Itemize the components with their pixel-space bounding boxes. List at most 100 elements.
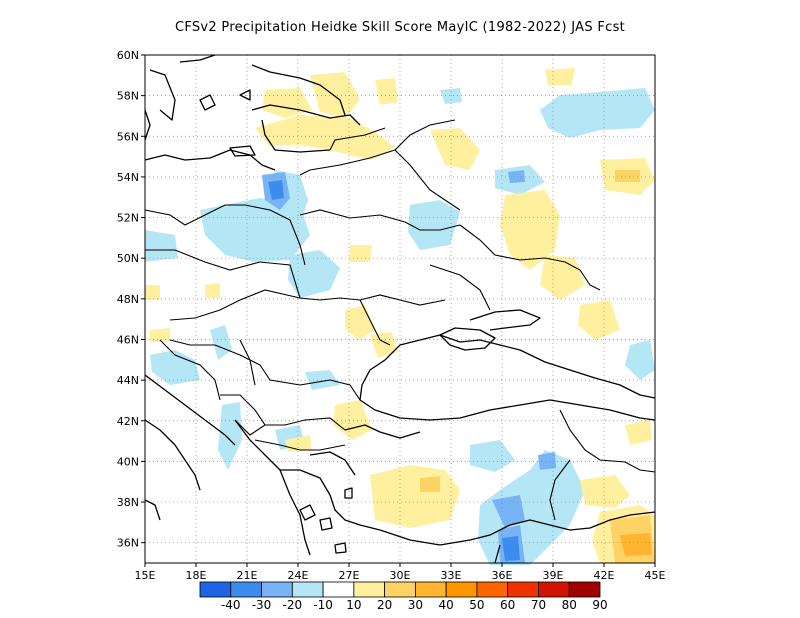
colorbar-swatch (476, 581, 509, 598)
colorbar-swatch (384, 581, 416, 598)
lon-tick-label: 33E (441, 569, 462, 582)
border (299, 209, 461, 231)
border (329, 127, 386, 151)
score-patch (218, 402, 242, 470)
border (559, 409, 656, 473)
black-sea-coast (359, 399, 656, 421)
score-patch (625, 420, 652, 445)
coastlines-and-borders (144, 54, 656, 564)
island (229, 145, 256, 157)
lat-tick-label: 52N (117, 212, 139, 225)
score-patch (288, 250, 340, 298)
lon-tick-label: 39E (543, 569, 564, 582)
colorbar-label: 20 (377, 598, 392, 612)
score-patch (262, 88, 312, 118)
colorbar-swatch (414, 581, 447, 598)
score-patch (580, 475, 630, 508)
colorbar-swatch (322, 581, 355, 598)
lat-tick-label: 56N (117, 130, 139, 143)
azov-coast (469, 309, 541, 331)
island (344, 487, 353, 499)
coastline (309, 451, 356, 476)
lon-tick-label: 30E (390, 569, 411, 582)
island (199, 94, 216, 111)
lon-tick-label: 36E (492, 569, 513, 582)
coastline (179, 54, 216, 63)
score-patch (620, 533, 652, 556)
lat-tick-label: 48N (117, 293, 139, 306)
score-patch (350, 245, 372, 262)
coastline (489, 511, 656, 536)
score-patch (345, 305, 375, 340)
colorbar-label: 90 (592, 598, 607, 612)
colorbar-swatch (445, 581, 478, 598)
colorbar-swatch (568, 581, 601, 598)
lon-tick-label: 18E (186, 569, 207, 582)
score-patch (375, 78, 398, 105)
border (549, 459, 571, 521)
crimea (439, 327, 496, 351)
coastline (280, 469, 491, 546)
colorbar-swatch (538, 581, 570, 598)
score-patch (370, 465, 460, 528)
colorbar-label: 30 (408, 598, 423, 612)
colorbar-swatch (507, 581, 539, 598)
black-sea-coast (359, 359, 386, 401)
border (254, 439, 346, 451)
colorbar-label: 40 (439, 598, 454, 612)
score-patch (408, 200, 460, 250)
colorbar-label: -40 (221, 598, 241, 612)
score-patch (508, 170, 525, 183)
colorbar-swatch (199, 581, 232, 598)
coastline (494, 544, 501, 564)
island (319, 517, 333, 531)
coastline (144, 419, 201, 491)
score-patch (210, 325, 232, 360)
score-patch (310, 72, 360, 118)
score-patch (145, 285, 160, 300)
lat-tick-label: 36N (117, 537, 139, 550)
score-patch (268, 180, 284, 200)
lat-tick-label: 54N (117, 171, 139, 184)
colorbar: -40 -30 -20 -10 10 20 30 40 50 60 70 80 90 (199, 581, 608, 612)
lat-tick-label: 46N (117, 333, 139, 346)
lat-tick-label: 40N (117, 455, 139, 468)
score-patch (500, 190, 560, 270)
score-patch (470, 440, 515, 472)
score-patch (492, 495, 525, 528)
score-patch (578, 300, 620, 340)
border (145, 249, 446, 306)
score-patch (420, 476, 440, 492)
score-patch (145, 230, 178, 262)
score-patch (625, 340, 655, 380)
colorbar-label: -10 (313, 598, 333, 612)
coastline (144, 109, 151, 141)
border (265, 417, 346, 431)
colorbar-label: 80 (562, 598, 577, 612)
colorbar-label: 10 (346, 598, 361, 612)
score-patch (430, 128, 480, 170)
coastline (234, 419, 311, 556)
border (144, 204, 306, 266)
colorbar-swatch (353, 581, 386, 598)
coastline (251, 104, 361, 126)
border (220, 394, 266, 436)
lon-tick-label: 42E (594, 569, 615, 582)
lat-tick-label: 50N (117, 252, 139, 265)
lat-tick-label: 58N (117, 90, 139, 103)
longitude-axis: 15E 18E 21E 24E 27E 30E 33E 36E 39E 42E 45E (135, 563, 666, 582)
border (359, 299, 391, 346)
lat-lon-grid (145, 55, 655, 563)
score-patch (150, 350, 200, 385)
score-patch (370, 332, 398, 358)
island (239, 89, 251, 101)
border (394, 119, 456, 151)
coastline (261, 119, 331, 153)
colorbar-label: -30 (252, 598, 272, 612)
score-patch (540, 88, 655, 138)
score-patch (502, 536, 520, 561)
coastline (144, 374, 236, 446)
latitude-axis: 36N 38N 40N 42N 44N 46N 48N 50N 52N 54N 56N 58N 60N (117, 49, 145, 550)
lat-tick-label: 60N (117, 49, 139, 62)
